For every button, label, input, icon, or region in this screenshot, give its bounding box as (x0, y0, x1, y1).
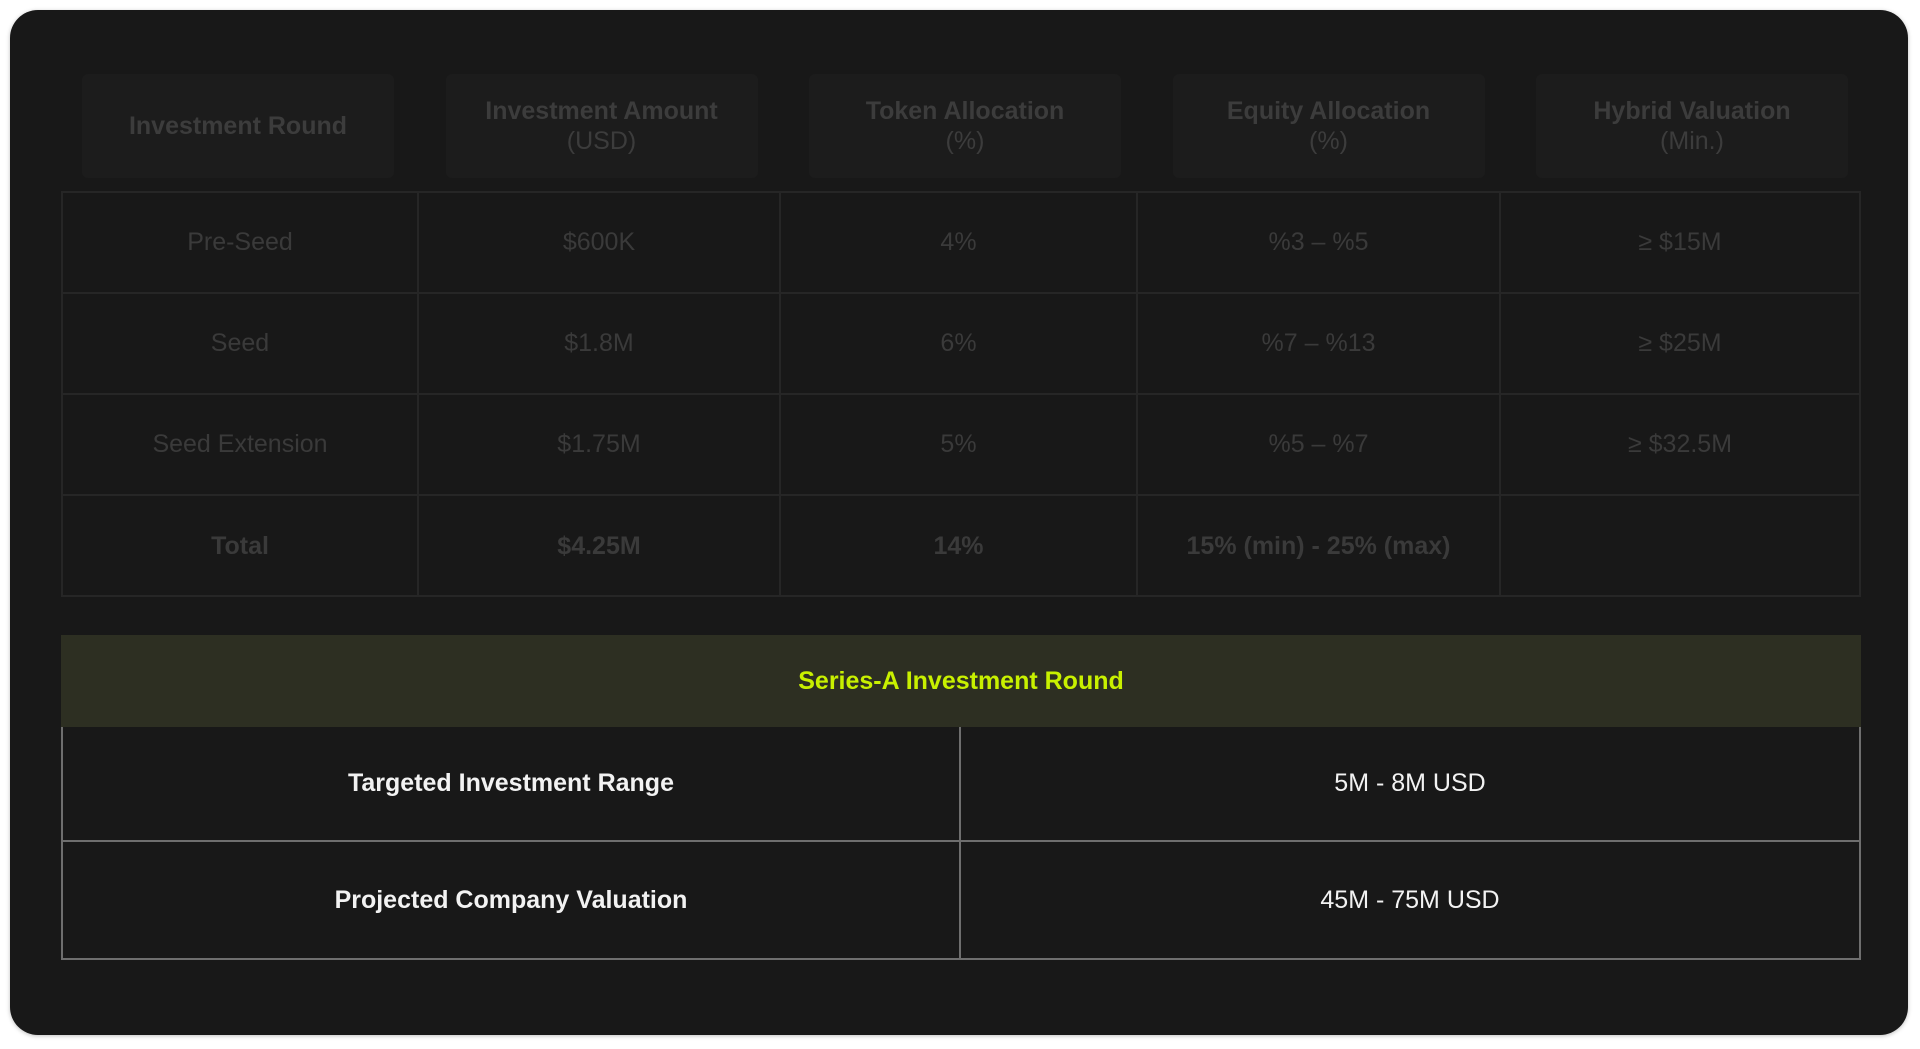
equity-cell: %5 – %7 (1138, 395, 1501, 494)
token-cell: 4% (781, 193, 1138, 292)
rounds-table: Pre-Seed $600K 4% %3 – %5 ≥ $15M Seed $1… (61, 191, 1861, 597)
series-a-title: Series-A Investment Round (61, 635, 1861, 727)
amount-cell: $4.25M (419, 496, 781, 596)
equity-cell: %7 – %13 (1138, 294, 1501, 393)
header-subtitle: (Min.) (1660, 127, 1724, 155)
valuation-cell: ≥ $25M (1638, 329, 1722, 357)
header-title: Investment Amount (485, 97, 718, 125)
token-cell: 14% (781, 496, 1138, 596)
table-header: Investment Round Investment Amount (USD)… (82, 74, 1848, 178)
header-subtitle: (%) (1309, 127, 1348, 155)
equity-cell: 15% (min) - 25% (max) (1138, 496, 1501, 596)
token-cell: 5% (781, 395, 1138, 494)
round-cell: Total (63, 496, 419, 596)
round-cell: Seed Extension (63, 395, 419, 494)
header-title: Investment Round (128, 112, 348, 140)
header-title: Token Allocation (865, 97, 1065, 125)
token-cell: 6% (781, 294, 1138, 393)
header-subtitle: (%) (945, 127, 985, 155)
valuation-cell: ≥ $15M (1638, 228, 1722, 256)
header-title: Hybrid Valuation (1593, 97, 1791, 125)
header-hybrid-valuation: Hybrid Valuation (Min.) (1536, 74, 1848, 178)
table-row-total: Total $4.25M 14% 15% (min) - 25% (max) (63, 496, 1859, 596)
series-a-label: Targeted Investment Range (63, 727, 961, 840)
header-subtitle: (USD) (566, 127, 637, 155)
round-cell: Pre-Seed (63, 193, 419, 292)
header-investment-amount: Investment Amount (USD) (445, 74, 758, 178)
header-token-allocation: Token Allocation (%) (809, 74, 1121, 178)
valuation-cell: ≥ $32.5M (1627, 430, 1733, 458)
investment-card: Investment Round Investment Amount (USD)… (10, 10, 1908, 1035)
round-cell: Seed (63, 294, 419, 393)
header-equity-allocation: Equity Allocation (%) (1172, 74, 1485, 178)
equity-cell: %3 – %5 (1138, 193, 1501, 292)
amount-cell: $1.8M (419, 294, 781, 393)
table-row: Pre-Seed $600K 4% %3 – %5 ≥ $15M (63, 193, 1859, 294)
valuation-cell (1501, 496, 1859, 596)
series-a-value: 5M - 8M USD (1334, 769, 1486, 797)
table-row: Seed $1.8M 6% %7 – %13 ≥ $25M (63, 294, 1859, 395)
amount-cell: $600K (419, 193, 781, 292)
series-a-table: Targeted Investment Range 5M - 8M USD Pr… (61, 727, 1861, 960)
series-a-value: 45M - 75M USD (1320, 885, 1500, 914)
series-a-row: Projected Company Valuation 45M - 75M US… (63, 842, 1859, 958)
table-row: Seed Extension $1.75M 5% %5 – %7 ≥ $32.5… (63, 395, 1859, 496)
amount-cell: $1.75M (419, 395, 781, 494)
header-investment-round: Investment Round (82, 74, 394, 178)
header-title: Equity Allocation (1226, 97, 1431, 125)
series-a-label: Projected Company Valuation (63, 842, 961, 958)
series-a-row: Targeted Investment Range 5M - 8M USD (63, 727, 1859, 842)
